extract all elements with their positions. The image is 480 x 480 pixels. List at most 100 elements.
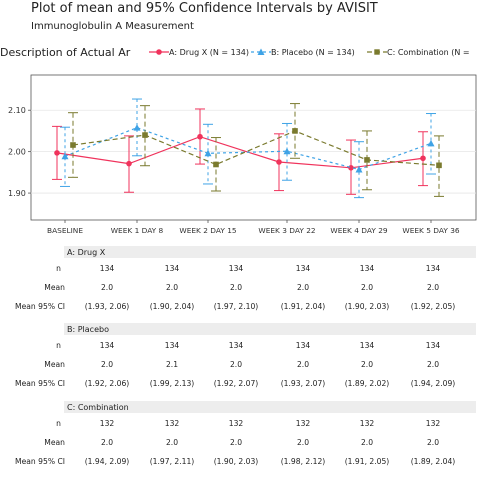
point-placebo	[355, 165, 363, 173]
table-cell: 2.0	[230, 283, 242, 292]
point-placebo	[283, 147, 291, 155]
table-cell: (1.94, 2.09)	[411, 379, 456, 388]
table-cell: 2.0	[297, 283, 309, 292]
table-cell: 134	[165, 341, 180, 350]
table-cell: 2.0	[427, 283, 439, 292]
table-row-label: Mean	[44, 438, 65, 447]
chart-subtitle: Immunoglobulin A Measurement	[31, 21, 194, 32]
table-group-header-placebo: B: Placebo	[67, 325, 109, 334]
table-cell: 134	[426, 341, 441, 350]
x-tick-label: WEEK 5 DAY 36	[402, 226, 460, 235]
legend-marker-combination	[367, 49, 387, 55]
legend-marker-drug-x	[149, 49, 169, 55]
table-cell: 2.0	[101, 283, 113, 292]
legend-label-placebo: B: Placebo (N = 134)	[271, 48, 355, 57]
point-combination	[364, 157, 370, 163]
point-combination	[436, 162, 442, 169]
table-cell: (1.94, 2.09)	[85, 457, 130, 466]
point-combination	[292, 128, 298, 134]
table-cell: 132	[360, 419, 375, 428]
table-cell: (1.98, 2.12)	[281, 457, 326, 466]
table-cell: (1.99, 2.13)	[150, 379, 195, 388]
point-drug-x	[420, 155, 426, 162]
point-placebo	[204, 149, 212, 157]
table-cell: 134	[165, 264, 180, 273]
table-group-header-drug-x: A: Drug X	[67, 248, 106, 257]
table-cell: 132	[426, 419, 441, 428]
table-cell: 2.0	[297, 438, 309, 447]
table-cell: 134	[296, 341, 311, 350]
table-cell: 134	[229, 264, 244, 273]
table-cell: 134	[360, 264, 375, 273]
table-cell: 134	[296, 264, 311, 273]
series-line-combination	[72, 130, 440, 166]
table-cell: 132	[165, 419, 180, 428]
table-group-header-combination: C: Combination	[67, 403, 129, 412]
y-tick-label: 2.00	[8, 148, 26, 157]
point-drug-x	[126, 160, 132, 167]
y-tick-label: 2.10	[8, 106, 26, 115]
table-cell: 2.0	[427, 438, 439, 447]
table-cell: (1.97, 2.10)	[214, 302, 259, 311]
table-row-label: Mean 95% CI	[15, 379, 65, 388]
table-cell: (1.89, 2.04)	[411, 457, 456, 466]
series-line-placebo	[64, 126, 432, 171]
table-cell: 2.0	[230, 360, 242, 369]
table-cell: 134	[100, 341, 115, 350]
table-row-label: Mean 95% CI	[15, 302, 65, 311]
table-cell: 2.1	[166, 360, 178, 369]
table-cell: (1.92, 2.05)	[411, 302, 456, 311]
table-group-header-bg	[64, 323, 476, 335]
table-cell: (1.90, 2.03)	[214, 457, 259, 466]
table-cell: (1.92, 2.06)	[85, 379, 130, 388]
table-group-header-bg	[64, 246, 476, 258]
table-row-label: n	[56, 341, 61, 350]
table-row-label: Mean	[44, 360, 65, 369]
point-combination	[142, 132, 148, 138]
point-combination	[70, 142, 76, 148]
legend-title: Description of Actual Ar	[0, 46, 131, 59]
x-tick-label: WEEK 4 DAY 29	[330, 226, 388, 235]
point-combination	[213, 161, 219, 168]
table-row-label: n	[56, 264, 61, 273]
table-cell: 134	[229, 341, 244, 350]
table-cell: 134	[100, 264, 115, 273]
table-cell: (1.97, 2.11)	[150, 457, 195, 466]
table-cell: (1.93, 2.06)	[85, 302, 130, 311]
table-cell: 2.0	[101, 360, 113, 369]
legend-label-combination: C: Combination (N =	[387, 48, 470, 57]
table-cell: (1.91, 2.04)	[281, 302, 326, 311]
table-cell: 2.0	[101, 438, 113, 447]
legend: Description of Actual Ar A: Drug X (N = …	[0, 41, 480, 63]
series-line-drug-x	[56, 136, 424, 169]
point-drug-x	[348, 165, 354, 171]
x-tick-label: WEEK 2 DAY 15	[179, 226, 237, 235]
plot-frame	[30, 74, 477, 221]
x-tick-label: BASELINE	[47, 226, 83, 235]
table-cell: 134	[426, 264, 441, 273]
legend-marker-placebo	[251, 48, 271, 55]
point-drug-x	[54, 150, 60, 156]
x-tick-label: WEEK 3 DAY 22	[258, 226, 315, 235]
table-cell: 2.0	[361, 360, 373, 369]
table-cell: 2.0	[427, 360, 439, 369]
point-placebo	[427, 139, 435, 147]
table-cell: 132	[296, 419, 311, 428]
table-cell: 2.0	[297, 360, 309, 369]
table-cell: (1.91, 2.05)	[345, 457, 390, 466]
table-row-label: Mean 95% CI	[15, 457, 65, 466]
table-row-label: n	[56, 419, 61, 428]
table-group-header-bg	[64, 401, 476, 413]
y-tick-label: 1.90	[8, 189, 26, 198]
table-cell: (1.92, 2.07)	[214, 379, 259, 388]
table-cell: (1.89, 2.02)	[345, 379, 390, 388]
table-cell: 134	[360, 341, 375, 350]
table-cell: 132	[229, 419, 244, 428]
table-cell: 2.0	[361, 438, 373, 447]
point-drug-x	[197, 133, 203, 140]
table-row-label: Mean	[44, 283, 65, 292]
table-cell: (1.90, 2.04)	[150, 302, 195, 311]
table-cell: 132	[100, 419, 115, 428]
